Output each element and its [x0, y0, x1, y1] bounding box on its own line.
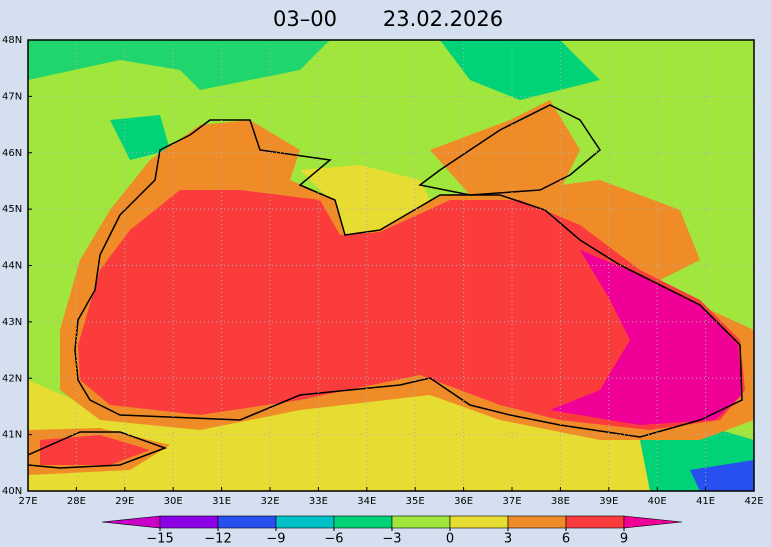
- cold-region: [690, 460, 754, 491]
- colorbar-label: −3: [382, 532, 401, 547]
- colorbar-segment: [217, 515, 277, 529]
- lat-label: 44N: [2, 261, 22, 272]
- colorbar-label: 0: [446, 532, 454, 547]
- lon-label: 29E: [115, 496, 134, 507]
- coastline-azov: [418, 104, 601, 196]
- colorbar-segment: [565, 515, 625, 529]
- colorbar-label: −12: [204, 532, 231, 547]
- coastline-marmara: [28, 431, 168, 469]
- lon-label: 41E: [696, 496, 715, 507]
- colorbar-segment: [449, 515, 509, 529]
- lon-label: 40E: [648, 496, 667, 507]
- lon-label: 42E: [744, 496, 763, 507]
- lon-label: 37E: [502, 496, 521, 507]
- warm-core: [78, 190, 745, 430]
- lon-label: 39E: [599, 496, 618, 507]
- colorbar-segment: [159, 515, 219, 529]
- lat-label: 45N: [2, 204, 22, 215]
- lon-label: 31E: [212, 496, 231, 507]
- colorbar-label: −15: [146, 532, 173, 547]
- colorbar-segment: [275, 515, 335, 529]
- lon-label: 27E: [18, 496, 37, 507]
- title: 03–00: [273, 7, 337, 31]
- colorbar-end: [623, 515, 683, 529]
- colorbar-segment: [391, 515, 451, 529]
- colorbar-label: −9: [266, 532, 285, 547]
- colorbar-label: 9: [620, 532, 628, 547]
- colorbar-segment: [333, 515, 393, 529]
- lat-label: 48N: [2, 35, 22, 46]
- coastline: [74, 119, 743, 438]
- warm-region: [40, 435, 150, 465]
- lon-label: 36E: [454, 496, 473, 507]
- plot-frame: [27, 39, 755, 492]
- cold-region: [28, 40, 330, 90]
- colorbar-label: 3: [504, 532, 512, 547]
- grid: 27E 28E 29E 30E 31E 32E 33E 34E 35E 36E 37E 38E 39E 4…: [2, 35, 764, 507]
- lon-label: 34E: [357, 496, 376, 507]
- warmest-core: [550, 250, 742, 425]
- lat-label: 42N: [2, 373, 22, 384]
- lon-label: 33E: [309, 496, 328, 507]
- lat-label: 43N: [2, 317, 22, 328]
- lon-label: 30E: [164, 496, 183, 507]
- lon-label: 38E: [551, 496, 570, 507]
- lat-label: 41N: [2, 430, 22, 441]
- colorbar-label: 6: [562, 532, 570, 547]
- warm-region: [300, 165, 430, 235]
- warm-region: [430, 100, 580, 195]
- lon-label: 32E: [260, 496, 279, 507]
- lat-label: 46N: [2, 148, 22, 159]
- lon-label: 28E: [67, 496, 86, 507]
- lat-label: 40N: [2, 486, 22, 497]
- warm-region: [28, 370, 754, 491]
- colorbar-label: −6: [324, 532, 343, 547]
- lat-label: 47N: [2, 91, 22, 102]
- colorbar-segment: [507, 515, 567, 529]
- date: 23.02.2026: [383, 7, 503, 31]
- colorbar: −15 −12 −9 −6 −3 0 3 6 9: [101, 515, 683, 547]
- lon-label: 35E: [406, 496, 425, 507]
